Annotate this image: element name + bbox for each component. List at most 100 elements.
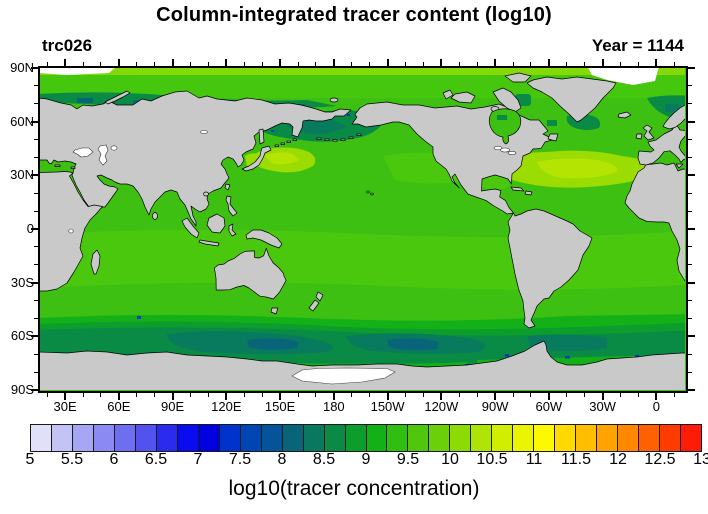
lon-major-tick — [171, 58, 174, 66]
lon-minor-tick — [261, 61, 263, 66]
colorbar-cell — [554, 424, 577, 452]
lon-tick-label: 30E — [53, 399, 77, 414]
southern-dark-core-2 — [386, 337, 439, 350]
lon-major-tick — [279, 392, 282, 400]
colorbar-cell — [617, 424, 640, 452]
lon-major-tick — [332, 392, 335, 400]
ireland — [635, 133, 642, 139]
lon-major-tick — [225, 392, 228, 400]
southern-teal-blob-3 — [526, 333, 607, 351]
lat-minor-tick — [687, 371, 692, 373]
hudson-bay-teal-speck — [496, 114, 507, 120]
sulawesi — [228, 223, 236, 236]
land-layer — [39, 72, 685, 390]
lat-minor-tick — [33, 264, 38, 266]
lat-tick-label: 30S — [10, 274, 34, 290]
norwegian-dark-speck — [664, 103, 679, 112]
lon-minor-tick — [422, 392, 424, 397]
south-america — [507, 208, 592, 328]
lat-major-tick — [30, 120, 38, 123]
lon-minor-tick — [46, 61, 48, 66]
tracer-id-label: trc026 — [42, 36, 93, 55]
lon-minor-tick — [82, 61, 84, 66]
lon-minor-tick — [369, 392, 371, 397]
colorbar-cell — [113, 424, 136, 452]
lon-major-tick — [64, 392, 67, 400]
lat-major-tick — [30, 67, 38, 69]
novaya-zemlya — [104, 90, 130, 104]
lon-minor-tick — [422, 61, 424, 66]
colorbar-cell — [680, 424, 702, 452]
lon-major-tick — [171, 392, 174, 400]
lat-minor-tick — [687, 85, 692, 87]
hawaii — [365, 190, 374, 195]
japan — [241, 145, 271, 171]
lon-minor-tick — [673, 61, 675, 66]
lon-tick-label: 150E — [264, 399, 296, 414]
baffin-island — [492, 87, 521, 112]
lake-erie-ontario — [507, 150, 516, 155]
colorbar-cell — [365, 424, 388, 452]
java — [198, 239, 219, 246]
lon-major-tick — [601, 58, 604, 66]
lon-minor-tick — [243, 392, 245, 397]
taiwan — [224, 183, 230, 190]
lon-minor-tick — [584, 392, 586, 397]
lon-minor-tick — [405, 61, 406, 66]
lat-minor-tick — [33, 156, 38, 158]
lon-minor-tick — [458, 392, 460, 397]
colorbar-cell — [344, 424, 367, 452]
madagascar — [90, 249, 100, 274]
lat-minor-tick — [687, 192, 692, 194]
lon-minor-tick — [476, 392, 478, 397]
lon-minor-tick — [566, 61, 568, 66]
lon-tick-label: 120E — [211, 399, 242, 414]
lon-minor-tick — [100, 392, 102, 397]
lon-minor-tick — [243, 61, 245, 66]
lon-minor-tick — [297, 61, 299, 66]
lon-tick-label: 0 — [652, 399, 660, 414]
colorbar-cell — [281, 424, 304, 452]
southern-dark-core-1 — [246, 337, 299, 350]
tasmania — [270, 307, 278, 314]
lon-minor-tick — [261, 392, 263, 397]
newfoundland — [547, 133, 558, 141]
lon-minor-tick — [458, 61, 460, 66]
world-map-plot — [39, 67, 685, 390]
mediterranean-islands — [54, 164, 75, 169]
colorbar-cell — [512, 424, 535, 452]
lon-major-tick — [440, 58, 443, 66]
lon-tick-label: 180 — [322, 399, 345, 414]
lon-major-tick — [117, 58, 120, 66]
lon-minor-tick — [476, 61, 478, 66]
colorbar-cell — [470, 424, 493, 452]
lat-major-tick — [687, 389, 695, 391]
lon-minor-tick — [46, 392, 48, 397]
colorbar-cell — [218, 424, 241, 452]
lon-minor-tick — [154, 392, 156, 397]
lakes — [67, 129, 516, 233]
lon-minor-tick — [207, 61, 209, 66]
colorbar-tick-label: 9.5 — [396, 451, 420, 468]
scandinavia — [662, 104, 685, 129]
banks-island — [442, 89, 453, 99]
colorbar-cell — [71, 424, 94, 452]
sri-lanka — [151, 211, 158, 220]
lon-minor-tick — [405, 392, 406, 397]
year-label: Year = 1144 — [591, 36, 684, 55]
colorbar-tick-label: 13 — [693, 451, 708, 468]
lat-minor-tick — [687, 156, 692, 158]
lat-minor-tick — [687, 139, 692, 141]
lon-minor-tick — [637, 392, 639, 397]
lat-minor-tick — [687, 353, 692, 355]
lat-minor-tick — [687, 300, 692, 302]
lat-tick-label: 0 — [26, 221, 34, 236]
lon-tick-label: 60E — [107, 399, 131, 414]
lat-minor-tick — [33, 192, 38, 194]
lon-major-tick — [494, 58, 497, 66]
black-sea — [71, 147, 93, 157]
lat-major-tick — [30, 174, 38, 177]
colorbar-cell — [659, 424, 682, 452]
lat-major-tick — [687, 281, 695, 284]
sicily — [675, 163, 683, 168]
